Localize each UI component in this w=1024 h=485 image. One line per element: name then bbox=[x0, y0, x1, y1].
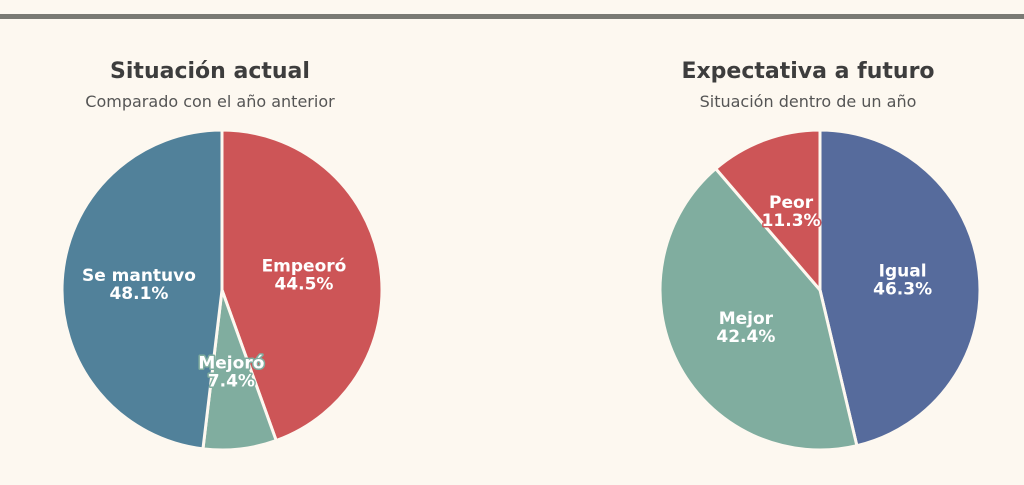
slice-value-label: 42.4% bbox=[716, 327, 775, 347]
pie-slice bbox=[713, 128, 822, 295]
pie-slice bbox=[658, 166, 859, 452]
chart-title: Situación actual bbox=[110, 59, 310, 84]
slice-label: Mejor bbox=[719, 309, 774, 329]
slice-label: Peor bbox=[769, 193, 814, 213]
chart-title: Expectativa a futuro bbox=[681, 59, 934, 84]
slice-value-label: 44.5% bbox=[274, 275, 333, 295]
slice-value-label: 46.3% bbox=[873, 279, 932, 299]
pie-slice bbox=[818, 128, 982, 448]
slice-value-label: 48.1% bbox=[109, 284, 168, 304]
pie-slice bbox=[60, 128, 224, 451]
chart-subtitle: Comparado con el año anterior bbox=[85, 92, 335, 111]
slice-value-label: 11.3% bbox=[762, 211, 821, 231]
slice-label: Empeoró bbox=[262, 257, 347, 277]
top-rule bbox=[0, 14, 1024, 19]
pie-slice bbox=[220, 128, 384, 443]
chart-subtitle: Situación dentro de un año bbox=[700, 92, 917, 111]
slice-label: Igual bbox=[879, 261, 927, 281]
slice-value-label: 7.4% bbox=[208, 372, 255, 392]
slice-label: Mejoró bbox=[198, 354, 264, 374]
slice-label: Se mantuvo bbox=[82, 266, 196, 286]
